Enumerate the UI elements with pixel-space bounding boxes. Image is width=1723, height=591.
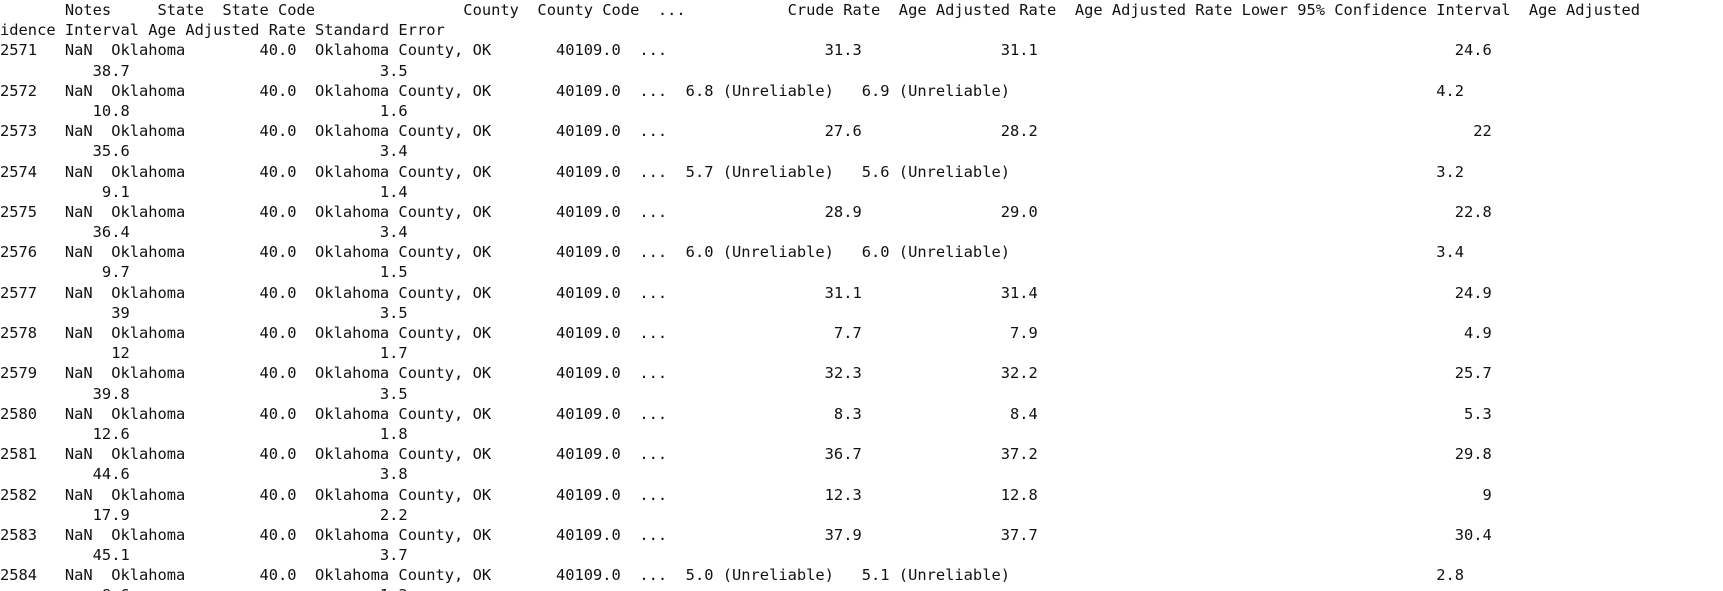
row-line-main: 2583 NaN Oklahoma 40.0 Oklahoma County, … [0,525,1492,544]
row-line-wrapped: 45.1 3.7 [0,546,408,565]
row-line-wrapped: 17.9 2.2 [0,505,408,524]
table-row: 2572 NaN Oklahoma 40.0 Oklahoma County, … [0,81,1640,121]
table-row: 2576 NaN Oklahoma 40.0 Oklahoma County, … [0,242,1640,282]
row-line-main: 2578 NaN Oklahoma 40.0 Oklahoma County, … [0,324,1492,342]
row-line-main: 2584 NaN Oklahoma 40.0 Oklahoma County, … [0,566,1465,585]
row-line-wrapped: 38.7 3.5 [0,61,408,80]
table-row: 2575 NaN Oklahoma 40.0 Oklahoma County, … [0,202,1640,242]
table-row: 2577 NaN Oklahoma 40.0 Oklahoma County, … [0,283,1640,323]
row-line-wrapped: 35.6 3.4 [0,142,408,161]
row-line-wrapped: 9.1 1.4 [0,182,408,201]
row-line-main: 2572 NaN Oklahoma 40.0 Oklahoma County, … [0,81,1465,100]
row-line-wrapped: 10.8 1.6 [0,101,408,120]
row-line-main: 2573 NaN Oklahoma 40.0 Oklahoma County, … [0,122,1492,141]
row-line-main: 2576 NaN Oklahoma 40.0 Oklahoma County, … [0,243,1465,262]
row-line-main: 2574 NaN Oklahoma 40.0 Oklahoma County, … [0,162,1465,181]
table-row: 2578 NaN Oklahoma 40.0 Oklahoma County, … [0,323,1640,363]
row-line-wrapped: 39.8 3.5 [0,384,408,403]
row-line-main: 2571 NaN Oklahoma 40.0 Oklahoma County, … [0,41,1492,60]
row-line-wrapped: 9.7 1.5 [0,263,408,282]
table-row: 2571 NaN Oklahoma 40.0 Oklahoma County, … [0,40,1640,80]
row-line-wrapped: 12.6 1.8 [0,424,408,443]
row-line-wrapped: 8.6 1.3 [0,585,1640,591]
row-line-main: 2575 NaN Oklahoma 40.0 Oklahoma County, … [0,202,1492,221]
table-row: 2579 NaN Oklahoma 40.0 Oklahoma County, … [0,363,1640,403]
table-row: 2573 NaN Oklahoma 40.0 Oklahoma County, … [0,121,1640,161]
row-line-main: 2581 NaN Oklahoma 40.0 Oklahoma County, … [0,445,1492,464]
row-line-wrapped: 12 1.7 [0,344,408,363]
row-line-main: 2582 NaN Oklahoma 40.0 Oklahoma County, … [0,485,1492,504]
row-line-main: 2579 NaN Oklahoma 40.0 Oklahoma County, … [0,364,1492,383]
row-line-main: 2577 NaN Oklahoma 40.0 Oklahoma County, … [0,283,1492,302]
table-row: 2584 NaN Oklahoma 40.0 Oklahoma County, … [0,565,1640,591]
table-row: 2580 NaN Oklahoma 40.0 Oklahoma County, … [0,404,1640,444]
dataframe-printout: Notes State State Code County County Cod… [0,1,1641,591]
row-line-main: 2580 NaN Oklahoma 40.0 Oklahoma County, … [0,404,1492,423]
table-row: 2574 NaN Oklahoma 40.0 Oklahoma County, … [0,162,1640,202]
table-row: 2582 NaN Oklahoma 40.0 Oklahoma County, … [0,485,1640,525]
table-row: 2583 NaN Oklahoma 40.0 Oklahoma County, … [0,525,1640,565]
row-line-wrapped: 39 3.5 [0,303,408,322]
header-line-1: Notes State State Code County County Cod… [0,1,1641,19]
header-line-2: idence Interval Age Adjusted Rate Standa… [0,21,445,40]
table-row: 2581 NaN Oklahoma 40.0 Oklahoma County, … [0,444,1640,484]
row-line-wrapped: 44.6 3.8 [0,465,408,484]
row-line-wrapped: 36.4 3.4 [0,223,408,242]
